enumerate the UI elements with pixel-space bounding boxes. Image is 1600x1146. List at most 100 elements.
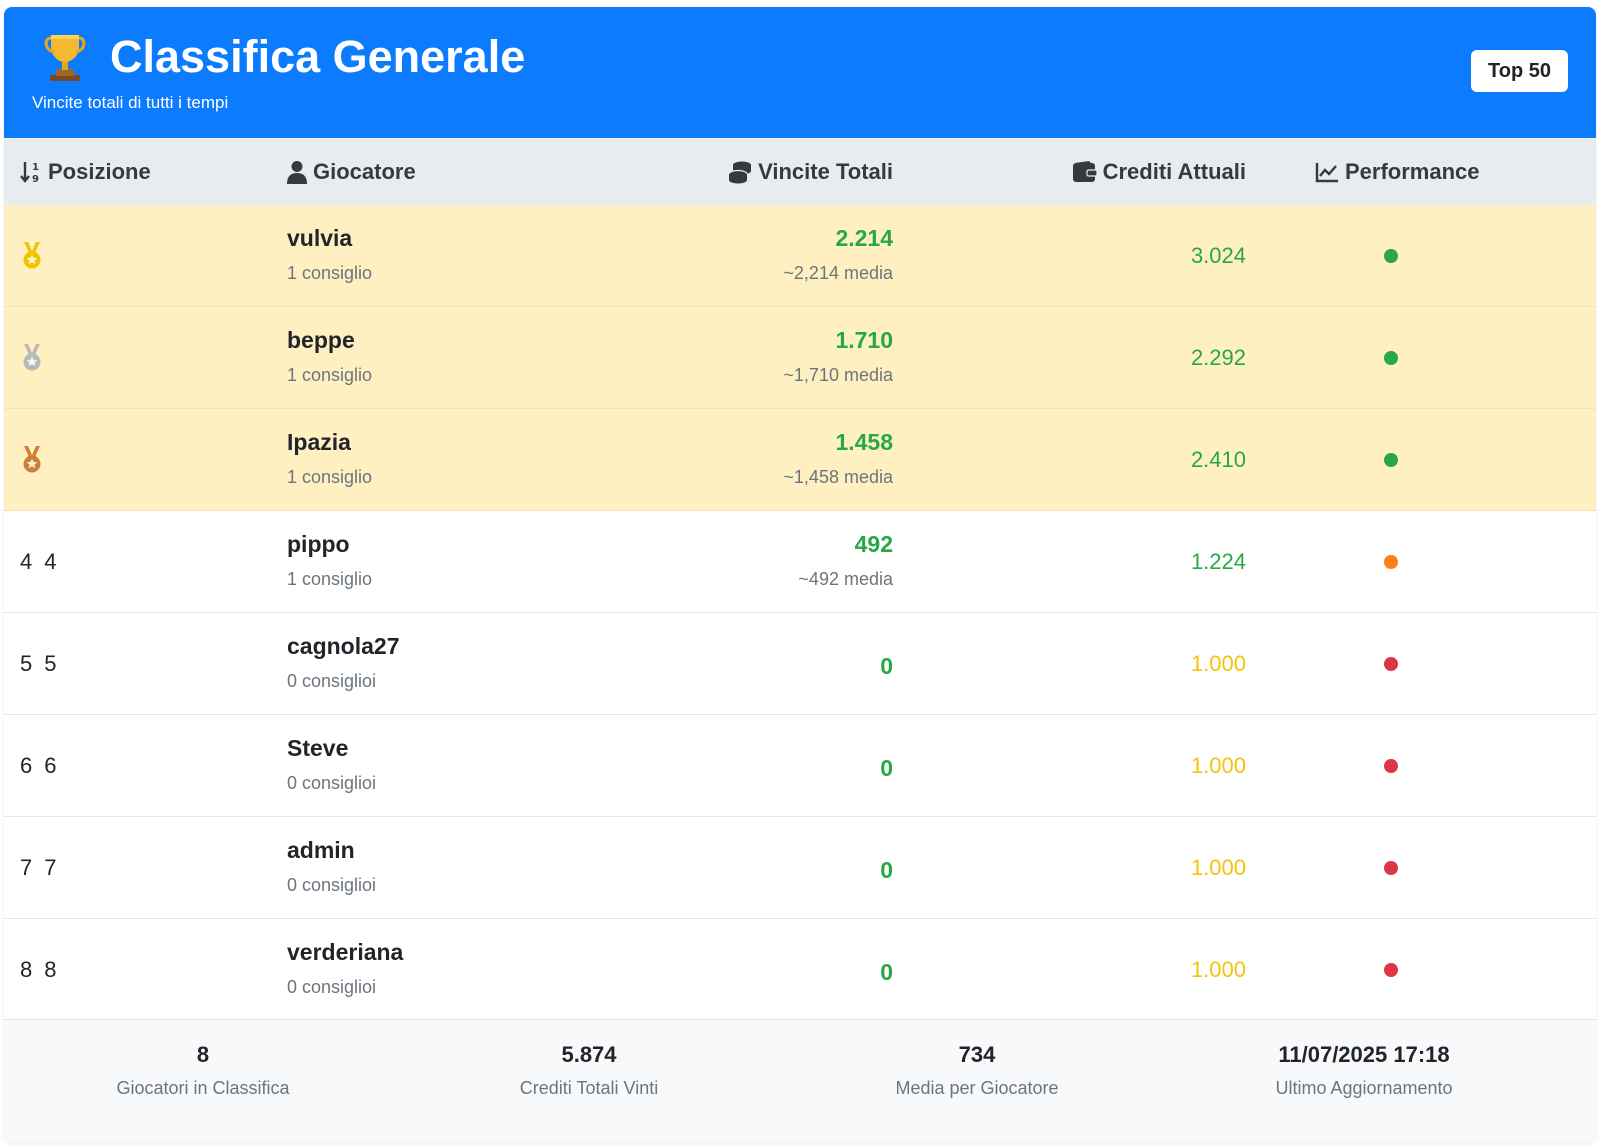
stats-footer: 8 Giocatori in Classifica 5.874 Crediti … (4, 1019, 1596, 1143)
total-wins: 0 (880, 755, 893, 781)
wins-average: ~492 media (798, 569, 893, 589)
performance-indicator (1384, 555, 1398, 569)
column-header-credits[interactable]: Crediti Attuali (1072, 138, 1246, 205)
rank-number: 5 (20, 650, 33, 676)
title-row: Classifica Generale (42, 27, 525, 87)
stat-last-update: 11/07/2025 17:18 Ultimo Aggiornamento (1165, 1020, 1563, 1143)
rank-number-secondary: 6 (44, 752, 57, 778)
player-tips-count: 0 consiglioi (287, 875, 377, 895)
rank-number-secondary: 8 (44, 956, 57, 982)
wallet-icon (1072, 160, 1097, 182)
rank-number-secondary: 7 (44, 854, 57, 880)
current-credits: 2.292 (1190, 344, 1246, 370)
rank-number: 8 (20, 956, 33, 982)
table-row[interactable]: 5 5 cagnola27 0 consiglioi 0 1.000 (4, 613, 1596, 715)
total-wins: 0 (880, 653, 893, 679)
stat-label: Media per Giocatore (895, 1078, 1059, 1098)
player-name[interactable]: vulvia (287, 225, 353, 251)
rank-number: 6 (20, 752, 33, 778)
table-row[interactable]: 6 6 Steve 0 consiglioi 0 1.000 (4, 715, 1596, 817)
performance-indicator (1384, 351, 1398, 365)
page-subtitle: Vincite totali di tutti i tempi (32, 93, 229, 112)
column-header-position[interactable]: 1 9 Posizione (20, 138, 151, 205)
player-name[interactable]: verderiana (287, 939, 404, 965)
silver-medal-icon (23, 343, 41, 370)
column-label-player: Giocatore (313, 158, 416, 184)
rank-cell (20, 409, 44, 510)
performance-indicator (1384, 861, 1398, 875)
column-label-position: Posizione (48, 158, 151, 184)
player-name[interactable]: beppe (287, 327, 355, 353)
table-row[interactable]: beppe 1 consiglio 1.710 ~1,710 media 2.292 (4, 307, 1596, 409)
total-wins: 0 (880, 959, 893, 985)
performance-indicator (1384, 657, 1398, 671)
table-row[interactable]: Ipazia 1 consiglio 1.458 ~1,458 media 2.410 (4, 409, 1596, 511)
rank-number: 7 (20, 854, 33, 880)
player-tips-count: 1 consiglio (287, 263, 373, 283)
current-credits: 1.224 (1190, 548, 1246, 574)
column-label-wins: Vincite Totali (758, 158, 893, 184)
leaderboard-header: Classifica Generale Vincite totali di tu… (4, 7, 1596, 138)
table-row[interactable]: 8 8 verderiana 0 consiglioi 0 1.000 (4, 919, 1596, 1021)
column-label-credits: Crediti Attuali (1102, 158, 1246, 184)
svg-text:1: 1 (32, 162, 39, 173)
current-credits: 1.000 (1190, 752, 1246, 778)
current-credits: 1.000 (1190, 956, 1246, 982)
rank-cell (20, 205, 44, 306)
player-name[interactable]: admin (287, 837, 355, 863)
table-row[interactable]: vulvia 1 consiglio 2.214 ~2,214 media 3.024 (4, 205, 1596, 307)
player-tips-count: 0 consiglioi (287, 977, 377, 997)
current-credits: 2.410 (1190, 446, 1246, 472)
table-row[interactable]: 4 4 pippo 1 consiglio 492 ~492 media 1.224 (4, 511, 1596, 613)
table-header: 1 9 Posizione Giocatore Vincite Totali (4, 138, 1596, 206)
player-name[interactable]: Steve (287, 735, 349, 761)
total-wins: 1.710 (835, 327, 893, 353)
wins-average: ~1,458 media (783, 467, 893, 487)
player-tips-count: 0 consiglioi (287, 671, 377, 691)
rank-number-secondary: 5 (44, 650, 57, 676)
stat-players: 8 Giocatori in Classifica (4, 1020, 402, 1143)
chart-line-icon (1315, 162, 1338, 182)
trophy-icon (44, 35, 86, 81)
player-name[interactable]: cagnola27 (287, 633, 400, 659)
gold-medal-icon (23, 241, 41, 268)
player-name[interactable]: pippo (287, 531, 350, 557)
player-tips-count: 1 consiglio (287, 467, 373, 487)
total-wins: 1.458 (835, 429, 893, 455)
player-tips-count: 1 consiglio (287, 569, 373, 589)
performance-indicator (1384, 963, 1398, 977)
column-header-wins[interactable]: Vincite Totali (728, 138, 893, 205)
stat-value: 734 (958, 1042, 996, 1067)
total-wins: 492 (854, 531, 893, 557)
current-credits: 1.000 (1190, 854, 1246, 880)
top-50-badge[interactable]: Top 50 (1471, 50, 1568, 92)
sort-numeric-icon: 1 9 (20, 161, 39, 184)
rank-number-secondary: 4 (44, 548, 57, 574)
player-name[interactable]: Ipazia (287, 429, 351, 455)
performance-indicator (1384, 759, 1398, 773)
total-wins: 0 (880, 857, 893, 883)
stat-value: 8 (196, 1042, 210, 1067)
wins-average: ~1,710 media (783, 365, 893, 385)
stat-label: Crediti Totali Vinti (519, 1078, 659, 1098)
svg-text:9: 9 (32, 174, 39, 184)
coins-icon (728, 161, 752, 183)
user-icon (287, 160, 307, 184)
stat-average: 734 Media per Giocatore (778, 1020, 1176, 1143)
column-header-performance[interactable]: Performance (1315, 138, 1480, 205)
bronze-medal-icon (23, 445, 41, 472)
column-header-player[interactable]: Giocatore (287, 138, 416, 205)
performance-indicator (1384, 249, 1398, 263)
table-row[interactable]: 7 7 admin 0 consiglioi 0 1.000 (4, 817, 1596, 919)
stat-value: 11/07/2025 17:18 (1278, 1042, 1450, 1067)
stat-value: 5.874 (561, 1042, 617, 1067)
rank-number: 4 (20, 548, 33, 574)
page-title: Classifica Generale (110, 31, 526, 82)
current-credits: 1.000 (1190, 650, 1246, 676)
column-label-performance: Performance (1345, 158, 1480, 184)
stat-label: Giocatori in Classifica (116, 1078, 290, 1098)
